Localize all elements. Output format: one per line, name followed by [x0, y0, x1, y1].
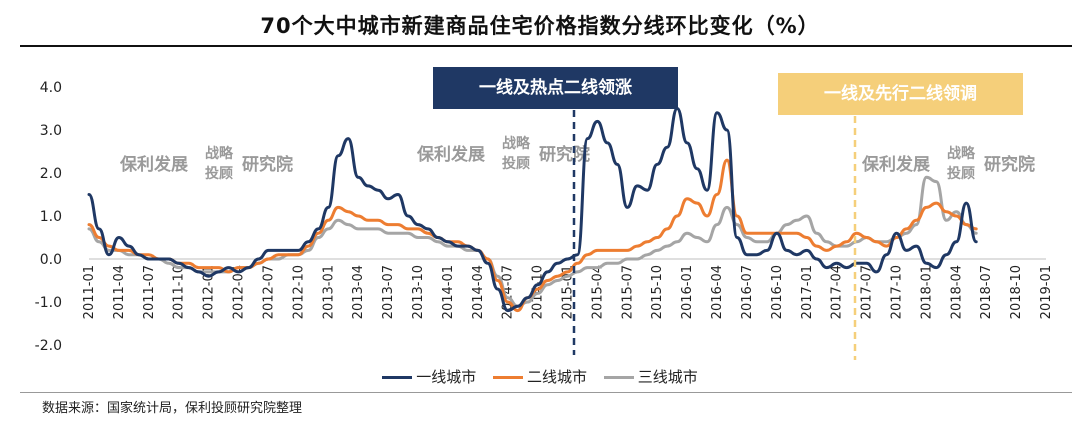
x-tick-label: 2012-10 — [291, 265, 306, 319]
y-tick-label: 3.0 — [40, 123, 62, 139]
legend-label-tier3: 三线城市 — [637, 368, 698, 386]
x-tick-label: 2011-10 — [172, 265, 187, 319]
watermark-small-bottom: 投顾 — [947, 166, 975, 182]
x-tick-label: 2017-01 — [800, 265, 815, 319]
watermark-tail: 研究院 — [539, 144, 590, 165]
x-tick-label: 2013-10 — [411, 265, 426, 319]
watermark-main: 保利发展 — [119, 154, 188, 175]
x-tick-label: 2013-07 — [381, 265, 396, 319]
legend-item-tier2: 二线城市 — [492, 366, 587, 387]
x-tick-label: 2017-04 — [830, 265, 845, 319]
x-tick-label: 2012-04 — [232, 265, 247, 319]
watermark-small-bottom: 投顾 — [502, 156, 530, 172]
x-tick-label: 2018-07 — [979, 265, 994, 319]
annotation-banner-right: 一线及先行二线领调 — [778, 73, 1023, 115]
x-tick-label: 2014-01 — [441, 265, 456, 319]
x-tick-label: 2016-07 — [740, 265, 755, 319]
x-tick-label: 2017-10 — [889, 265, 904, 319]
x-tick-label: 2015-07 — [620, 265, 635, 319]
x-tick-label: 2018-04 — [949, 265, 964, 319]
watermark-small-top: 战略 — [502, 135, 531, 152]
legend-label-tier1: 一线城市 — [416, 368, 477, 386]
watermark-small-bottom: 投顾 — [205, 166, 233, 182]
x-tick-label: 2012-01 — [202, 265, 217, 319]
y-tick-label: 4.0 — [40, 80, 62, 96]
x-tick-label: 2015-04 — [590, 265, 605, 319]
x-tick-label: 2018-10 — [1009, 265, 1024, 319]
x-tick-label: 2011-04 — [112, 265, 127, 319]
footer-divider — [20, 392, 1072, 393]
series-line-1 — [87, 107, 978, 313]
legend-swatch-tier2 — [492, 376, 523, 379]
series-group — [87, 107, 978, 313]
legend-label-tier2: 二线城市 — [526, 368, 587, 386]
x-tick-label: 2017-07 — [860, 265, 875, 319]
annotation-banner-left: 一线及热点二线领涨 — [433, 67, 678, 109]
y-tick-label: 0.0 — [40, 252, 62, 268]
x-tick-label: 2012-07 — [261, 265, 276, 319]
watermark-main: 保利发展 — [861, 154, 930, 175]
x-tick-label: 2011-07 — [142, 265, 157, 319]
watermark-small-top: 战略 — [205, 145, 234, 162]
legend-swatch-tier1 — [382, 376, 413, 379]
watermark-tail: 研究院 — [984, 154, 1035, 175]
x-tick-label: 2016-04 — [710, 265, 725, 319]
x-tick-label: 2015-10 — [650, 265, 665, 319]
x-tick-label: 2016-01 — [680, 265, 695, 319]
chart-legend: 一线城市 二线城市 三线城市 — [0, 366, 1080, 387]
axis-group: 4.0 3.0 2.0 1.0 0.0 -1.0 -2.0 2011-01 2011-04 201… — [35, 80, 1054, 354]
y-tick-label: 2.0 — [40, 166, 62, 182]
x-tick-label: 2019-01 — [1039, 265, 1054, 319]
chart-title: 70个大中城市新建商品住宅价格指数分线环比变化（%） — [260, 14, 820, 38]
x-tick-label: 2013-04 — [351, 265, 366, 319]
title-divider — [20, 45, 1072, 47]
x-tick-label: 2011-01 — [82, 265, 97, 319]
watermark-small-top: 战略 — [947, 145, 976, 162]
x-tick-label: 2018-01 — [919, 265, 934, 319]
watermark-tail: 研究院 — [242, 154, 293, 175]
y-tick-label: 1.0 — [40, 209, 62, 225]
x-tick-label: 2013-01 — [321, 265, 336, 319]
legend-item-tier1: 一线城市 — [382, 366, 476, 387]
legend-item-tier3: 三线城市 — [603, 366, 698, 387]
guide-lines — [572, 110, 857, 360]
x-tick-label: 2014-04 — [471, 265, 486, 319]
watermark-main: 保利发展 — [416, 144, 485, 165]
y-tick-label: -1.0 — [35, 295, 62, 311]
y-tick-label: -2.0 — [35, 338, 62, 354]
x-tick-label: 2016-10 — [770, 265, 785, 319]
legend-swatch-tier3 — [603, 376, 634, 379]
source-note: 数据来源：国家统计局，保利投顾研究院整理 — [42, 401, 303, 416]
